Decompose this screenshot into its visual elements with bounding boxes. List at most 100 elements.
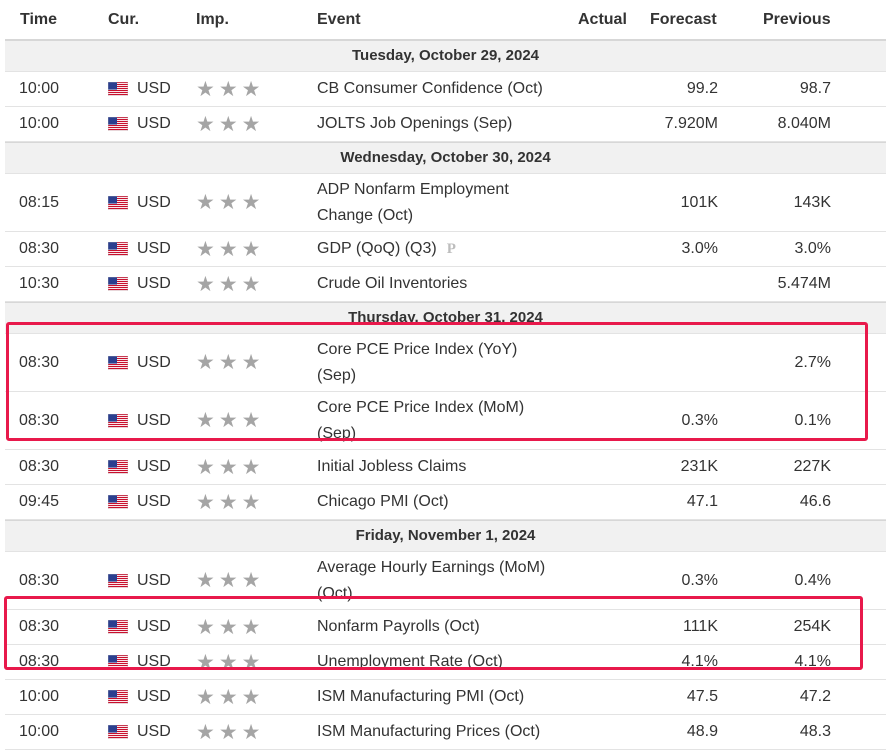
event-name-line2[interactable]: (Oct): [317, 584, 353, 602]
star-icon: ★: [218, 272, 238, 296]
event-cell[interactable]: Chicago PMI (Oct): [317, 485, 567, 519]
event-cell[interactable]: Nonfarm Payrolls (Oct): [317, 610, 567, 644]
preliminary-badge-icon: P: [446, 241, 456, 257]
event-forecast: 0.3%: [681, 411, 718, 429]
event-currency: USD: [137, 275, 171, 292]
event-row[interactable]: 08:30 USD ★ ★ ★ Core PCE Price Index (YoY) (Se…: [5, 334, 886, 392]
event-cell[interactable]: Average Hourly Earnings (MoM) (Oct): [317, 552, 567, 609]
event-name-line2[interactable]: (Sep): [317, 366, 357, 384]
event-cell[interactable]: JOLTS Job Openings (Sep): [317, 107, 567, 141]
event-row[interactable]: 10:00 USD ★ ★ ★ ISM Manufacturing Prices (Oct…: [5, 715, 886, 750]
event-name[interactable]: JOLTS Job Openings (Sep): [317, 115, 513, 132]
event-forecast: [625, 334, 718, 391]
event-name[interactable]: ISM Manufacturing Prices (Oct): [317, 723, 541, 740]
event-actual: [545, 610, 635, 644]
star-icon: ★: [241, 77, 261, 101]
event-time: 10:00: [19, 688, 60, 705]
star-icon: ★: [196, 272, 215, 296]
event-forecast: 48.9: [686, 723, 718, 740]
event-row[interactable]: 08:30 USD ★ ★ ★ Core PCE Price Index (MoM) (Se…: [5, 392, 886, 450]
event-forecast: 0.3%: [681, 571, 718, 589]
us-flag-icon: [107, 573, 129, 588]
star-icon: ★: [241, 720, 261, 744]
event-time: 10:00: [19, 723, 60, 740]
importance-stars: ★ ★ ★: [196, 72, 264, 106]
event-cell[interactable]: ADP Nonfarm Employment Change (Oct): [317, 174, 567, 231]
event-name-line1[interactable]: Average Hourly Earnings (MoM): [317, 558, 546, 576]
event-name-line1[interactable]: Core PCE Price Index (MoM): [317, 398, 525, 416]
event-cell[interactable]: CB Consumer Confidence (Oct): [317, 72, 567, 106]
event-cell[interactable]: GDP (QoQ) (Q3) P: [317, 232, 567, 266]
day-header: Thursday, October 31, 2024: [5, 302, 886, 334]
event-cell[interactable]: Core PCE Price Index (MoM) (Sep): [317, 392, 567, 449]
event-actual: [545, 485, 635, 519]
col-actual-header[interactable]: Actual: [578, 11, 627, 28]
table-header: Time Cur. Imp. Event Actual Forecast Pre…: [5, 0, 886, 40]
event-cell[interactable]: ISM Manufacturing PMI (Oct): [317, 680, 567, 714]
col-time-header[interactable]: Time: [20, 11, 58, 28]
star-icon: ★: [218, 685, 238, 709]
event-actual: [545, 267, 635, 301]
col-event-header[interactable]: Event: [317, 11, 361, 28]
event-currency: USD: [137, 571, 171, 589]
event-currency-cell: USD: [107, 334, 171, 391]
event-previous: 48.3: [799, 723, 831, 740]
event-name[interactable]: ISM Manufacturing PMI (Oct): [317, 688, 525, 705]
event-row[interactable]: 08:30 USD ★ ★ ★ Unemployment Rate (Oct) 4.1% 4.…: [5, 645, 886, 680]
event-cell[interactable]: Unemployment Rate (Oct): [317, 645, 567, 679]
event-name-line2[interactable]: Change (Oct): [317, 206, 414, 224]
star-icon: ★: [218, 650, 238, 674]
event-forecast: 7.920M: [664, 115, 718, 132]
event-row[interactable]: 10:30 USD ★ ★ ★ Crude Oil Inventories 5.474M: [5, 267, 886, 302]
event-row[interactable]: 09:45 USD ★ ★ ★ Chicago PMI (Oct) 47.1 46.6: [5, 485, 886, 520]
event-name[interactable]: Crude Oil Inventories: [317, 275, 468, 292]
event-row[interactable]: 08:30 USD ★ ★ ★ Average Hourly Earnings (MoM)…: [5, 552, 886, 610]
event-actual: [545, 680, 635, 714]
event-name[interactable]: Chicago PMI (Oct): [317, 493, 449, 510]
event-previous: 8.040M: [777, 115, 831, 132]
star-icon: ★: [218, 409, 238, 432]
event-row[interactable]: 08:30 USD ★ ★ ★ GDP (QoQ) (Q3) P 3.0% 3.0%: [5, 232, 886, 267]
event-row[interactable]: 08:15 USD ★ ★ ★ ADP Nonfarm Employment Change …: [5, 174, 886, 232]
event-name[interactable]: Unemployment Rate (Oct): [317, 653, 503, 670]
event-row[interactable]: 10:00 USD ★ ★ ★ JOLTS Job Openings (Sep) 7.920…: [5, 107, 886, 142]
event-cell[interactable]: ISM Manufacturing Prices (Oct): [317, 715, 567, 749]
col-currency-header[interactable]: Cur.: [108, 11, 140, 28]
star-icon: ★: [196, 569, 215, 592]
us-flag-icon: [107, 654, 129, 670]
event-time: 08:30: [19, 653, 60, 670]
event-row[interactable]: 08:30 USD ★ ★ ★ Initial Jobless Claims 231K 227…: [5, 450, 886, 485]
us-flag-icon: [107, 116, 129, 132]
event-previous: 0.1%: [794, 411, 831, 429]
event-cell[interactable]: Core PCE Price Index (YoY) (Sep): [317, 334, 567, 391]
event-name-line1[interactable]: ADP Nonfarm Employment: [317, 180, 509, 198]
event-forecast: 4.1%: [681, 653, 718, 670]
star-icon: ★: [218, 569, 238, 592]
star-icon: ★: [196, 237, 215, 261]
event-row[interactable]: 10:00 USD ★ ★ ★ ISM Manufacturing PMI (Oct) 47…: [5, 680, 886, 715]
event-row[interactable]: 08:30 USD ★ ★ ★ Nonfarm Payrolls (Oct) 111K 254…: [5, 610, 886, 645]
event-currency-cell: USD: [107, 552, 171, 609]
us-flag-icon: [107, 276, 129, 292]
star-icon: ★: [241, 237, 261, 261]
star-icon: ★: [218, 490, 238, 514]
event-actual: [545, 450, 635, 484]
col-previous-header[interactable]: Previous: [763, 11, 831, 28]
event-currency-cell: USD: [107, 267, 171, 301]
event-name[interactable]: GDP (QoQ) (Q3): [317, 240, 437, 257]
star-icon: ★: [218, 191, 238, 214]
star-icon: ★: [196, 112, 215, 136]
star-icon: ★: [218, 615, 238, 639]
event-name-line1[interactable]: Core PCE Price Index (YoY): [317, 340, 518, 358]
event-name-line2[interactable]: (Sep): [317, 424, 357, 442]
us-flag-icon: [107, 195, 129, 210]
event-currency-cell: USD: [107, 392, 171, 449]
col-importance-header[interactable]: Imp.: [196, 11, 229, 28]
event-cell[interactable]: Initial Jobless Claims: [317, 450, 567, 484]
event-row[interactable]: 10:00 USD ★ ★ ★ CB Consumer Confidence (Oct) 9…: [5, 72, 886, 107]
col-forecast-header[interactable]: Forecast: [650, 11, 717, 28]
event-name[interactable]: CB Consumer Confidence (Oct): [317, 80, 543, 97]
event-name[interactable]: Nonfarm Payrolls (Oct): [317, 618, 480, 635]
event-name[interactable]: Initial Jobless Claims: [317, 458, 467, 475]
event-cell[interactable]: Crude Oil Inventories: [317, 267, 567, 301]
